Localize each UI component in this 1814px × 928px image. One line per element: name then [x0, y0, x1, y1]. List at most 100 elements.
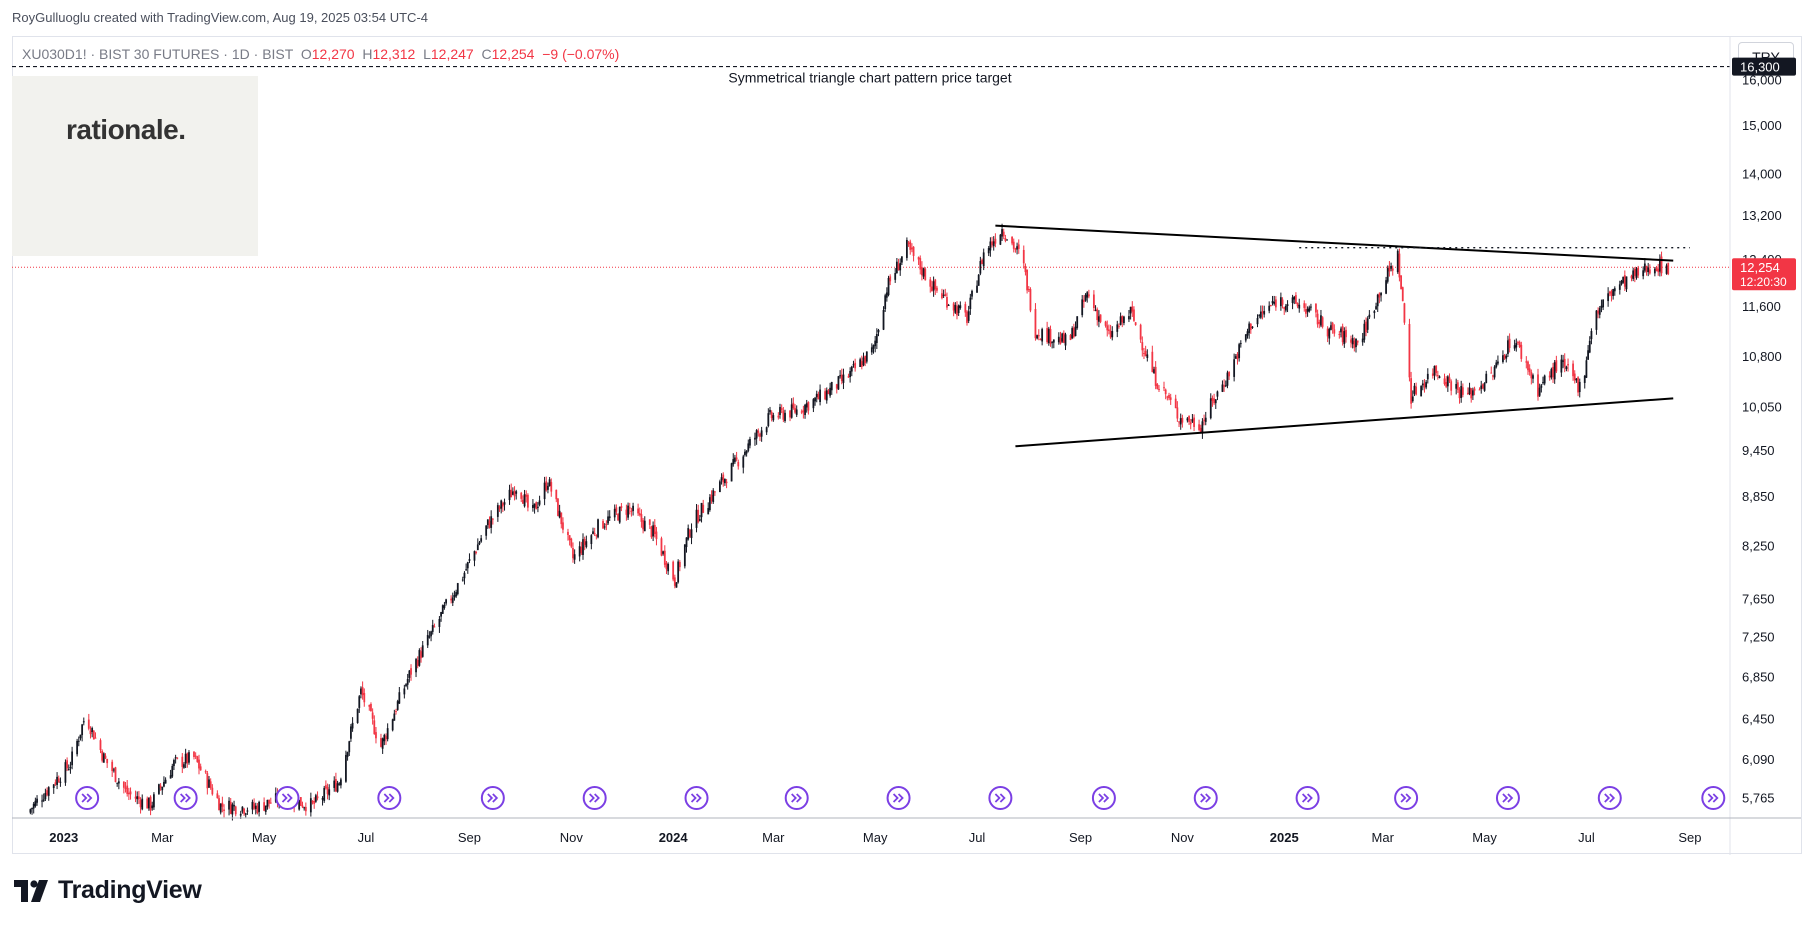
symbol-ticker[interactable]: XU030D1! [22, 46, 87, 62]
candle [1435, 365, 1438, 377]
candle [592, 527, 594, 535]
candle [792, 397, 795, 410]
candle [324, 780, 327, 790]
candle [188, 750, 190, 765]
high-value: 12,312 [372, 46, 416, 62]
candle [1466, 387, 1469, 396]
event-marker-icon[interactable] [1091, 786, 1116, 810]
candle [969, 293, 972, 315]
candle [89, 726, 92, 739]
candle [672, 560, 675, 582]
event-marker-icon[interactable] [377, 786, 402, 810]
candle [1578, 378, 1581, 398]
candle [490, 510, 493, 534]
event-marker-icon[interactable] [784, 786, 809, 810]
candle [789, 409, 791, 422]
candle [34, 797, 37, 808]
candle [351, 717, 354, 732]
candle [196, 755, 199, 763]
candle [254, 802, 257, 815]
candle [373, 715, 376, 735]
candle [1026, 269, 1029, 294]
event-marker-icon[interactable] [75, 786, 100, 810]
candle [698, 514, 701, 522]
candle [602, 519, 604, 529]
candle [358, 695, 361, 713]
event-marker-icon[interactable] [1597, 786, 1622, 810]
event-marker-icon[interactable] [173, 786, 198, 810]
candle [578, 541, 581, 562]
candle [582, 533, 584, 560]
candle [1608, 290, 1611, 297]
event-marker-icon[interactable] [1701, 786, 1726, 810]
candle [702, 499, 705, 514]
candle [760, 426, 763, 442]
event-marker-icon[interactable] [275, 786, 300, 810]
candle [1660, 251, 1663, 277]
candle [323, 785, 326, 803]
candle [922, 267, 925, 280]
price-tick-label: 15,000 [1742, 118, 1782, 133]
candle [1328, 327, 1331, 345]
event-marker-icon[interactable] [988, 786, 1013, 810]
time-tick-label: Nov [1171, 830, 1195, 845]
low-label: L [423, 46, 431, 62]
candle [1572, 360, 1574, 381]
candle [1109, 324, 1112, 339]
candle [311, 800, 314, 805]
candle [1508, 333, 1511, 353]
triangle-trendline [1015, 397, 1674, 448]
price-tick-label: 8,250 [1742, 539, 1775, 554]
candle [1176, 401, 1179, 422]
candle [1555, 355, 1558, 374]
time-tick-label: 2023 [49, 830, 78, 845]
candle [1174, 394, 1177, 409]
candle [555, 489, 558, 503]
candle [1632, 267, 1635, 282]
time-tick-label: May [863, 830, 888, 845]
candle [420, 647, 422, 663]
candle [1041, 327, 1044, 346]
candle [336, 780, 339, 793]
candle [1204, 411, 1207, 426]
candle [169, 769, 172, 779]
candle [304, 802, 307, 816]
chart-credit: RoyGulluoglu created with TradingView.co… [12, 10, 428, 25]
tradingview-brand[interactable]: TradingView [14, 876, 202, 905]
badge-price-text: 12,254 [1740, 260, 1780, 275]
candle [1645, 265, 1648, 276]
candle [687, 524, 690, 541]
event-marker-icon[interactable] [1495, 786, 1520, 810]
candle [954, 302, 957, 314]
candle [1493, 365, 1496, 380]
candle [1612, 288, 1615, 300]
candle [1069, 333, 1072, 341]
candle [1249, 323, 1252, 334]
candle [1542, 376, 1544, 385]
candle [451, 592, 454, 607]
candle [466, 561, 469, 574]
candle [66, 757, 68, 772]
candle [1573, 370, 1576, 384]
candle [440, 611, 442, 622]
event-marker-icon[interactable] [1394, 786, 1419, 810]
candle [176, 757, 179, 760]
candle [665, 561, 668, 575]
candle [1111, 326, 1114, 341]
event-marker-icon[interactable] [582, 786, 607, 810]
candle [1291, 294, 1294, 310]
event-marker-icon[interactable] [1295, 786, 1320, 810]
symbol-legend[interactable]: XU030D1! · BIST 30 FUTURES · 1D · BIST O… [22, 46, 620, 62]
candle [1518, 340, 1521, 349]
candle [1027, 286, 1030, 293]
event-marker-icon[interactable] [684, 786, 709, 810]
event-marker-icon[interactable] [1193, 786, 1218, 810]
candle [683, 544, 686, 569]
candle [595, 534, 598, 540]
candle [1269, 304, 1272, 307]
event-marker-icon[interactable] [480, 786, 505, 810]
candle [1485, 370, 1488, 384]
event-marker-icon[interactable] [886, 786, 911, 810]
candle [1051, 341, 1054, 349]
